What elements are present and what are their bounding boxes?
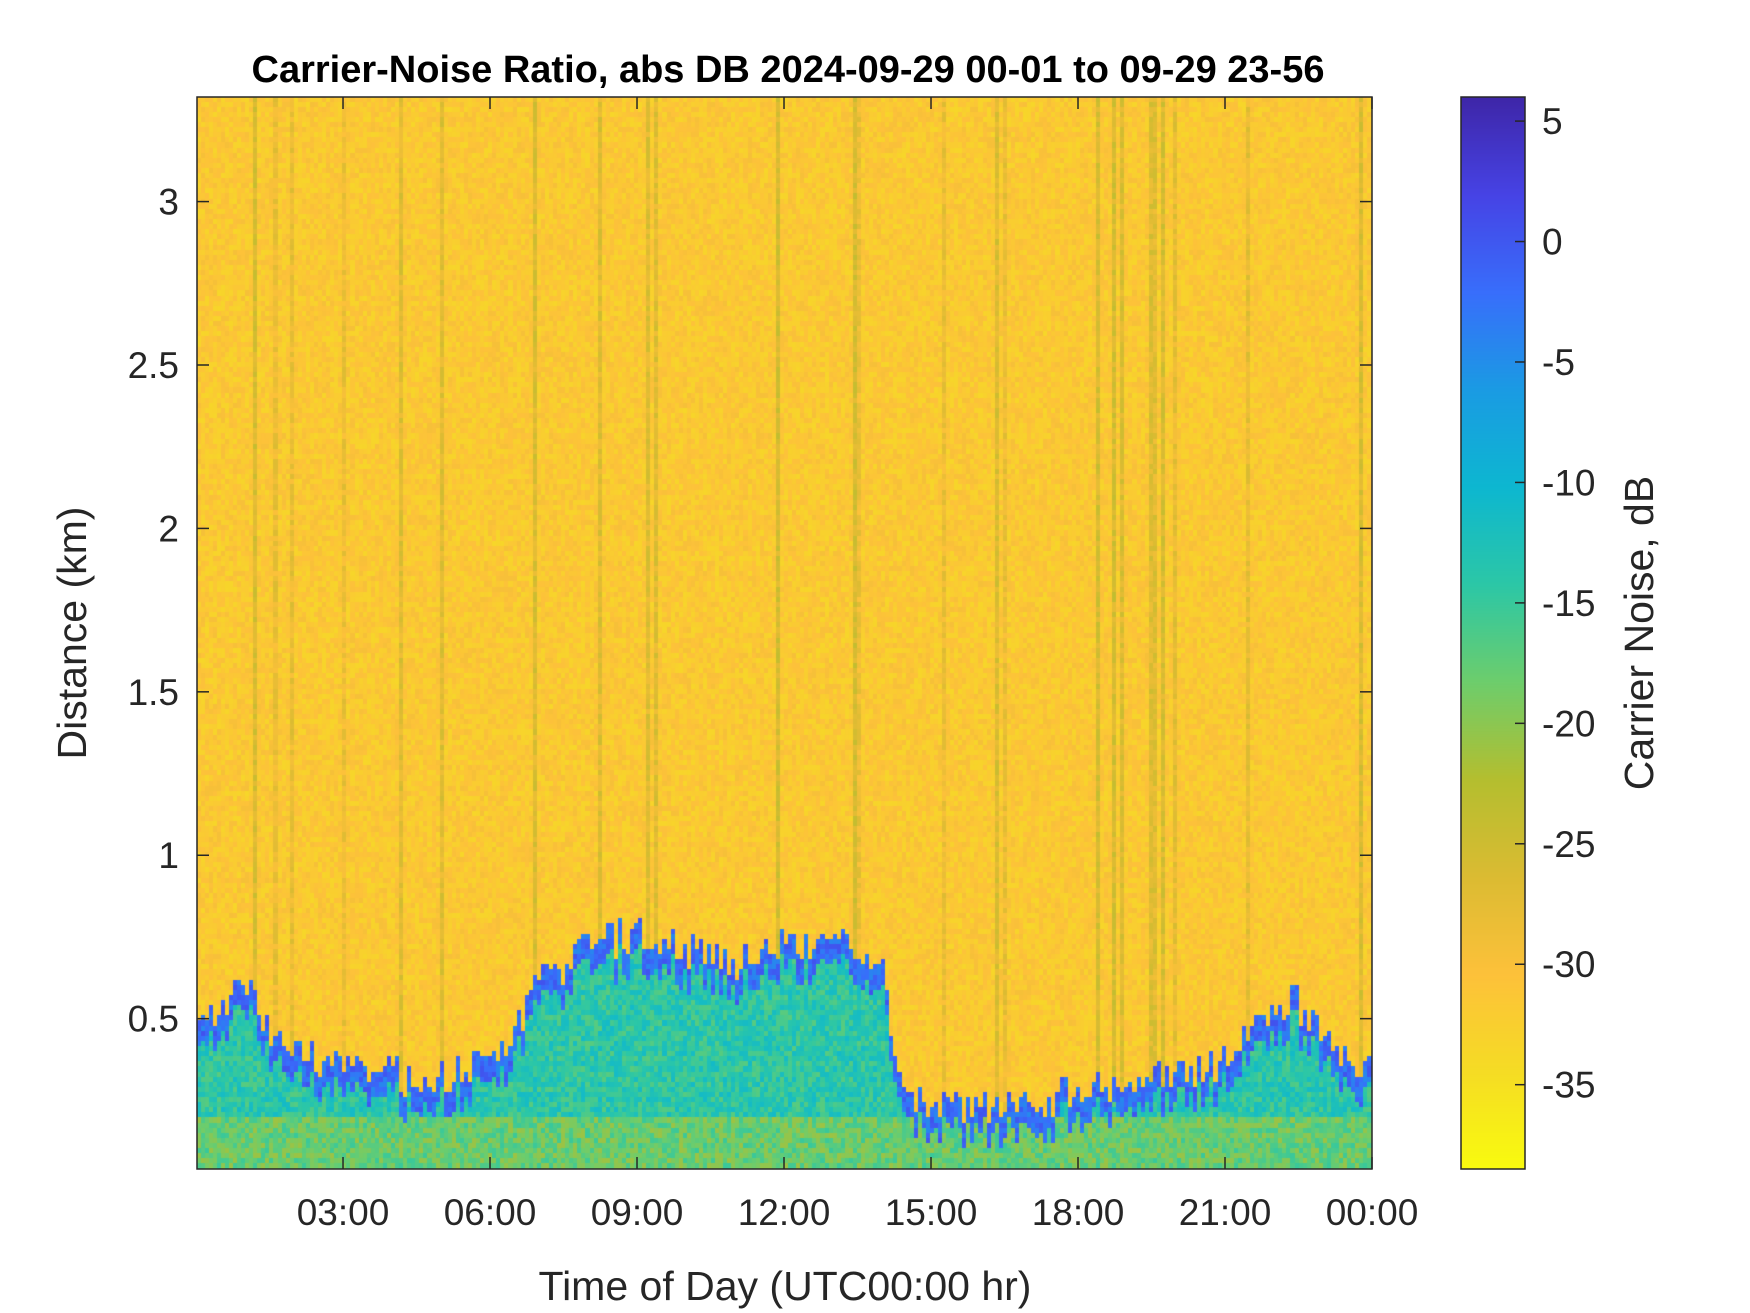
x-tick-label: 21:00 [1179, 1192, 1272, 1233]
colorbar-tick-label: -35 [1542, 1065, 1595, 1106]
x-tick-label: 18:00 [1032, 1192, 1125, 1233]
colorbar-tick-label: -15 [1542, 583, 1595, 624]
chart-title: Carrier-Noise Ratio, abs DB 2024-09-29 0… [252, 49, 1325, 91]
y-tick-label: 2.5 [128, 345, 179, 386]
x-tick-label: 12:00 [738, 1192, 831, 1233]
colorbar-ticks: 5 0 -5 -10 -15 -20 -25 -30 -35 [1515, 101, 1595, 1106]
y-tick-label: 2 [158, 508, 179, 549]
colorbar-label: Carrier Noise, dB [1616, 476, 1662, 790]
heatmap-canvas [197, 97, 1372, 1169]
y-axis-label: Distance (km) [49, 507, 95, 760]
y-tick-label: 1 [158, 835, 179, 876]
x-axis-label: Time of Day (UTC00:00 hr) [539, 1263, 1032, 1309]
colorbar-tick-label: -25 [1542, 824, 1595, 865]
y-tick-label: 0.5 [128, 999, 179, 1040]
plot-area [196, 96, 1373, 1170]
colorbar-tick-label: 5 [1542, 101, 1563, 142]
colorbar-gradient [1461, 97, 1525, 1169]
x-axis-ticks: 03:00 06:00 09:00 12:00 15:00 18:00 21:00 00:00 [297, 97, 1419, 1233]
y-axis-ticks: 0.5 1 1.5 2 2.5 3 [128, 182, 1372, 1040]
y-tick-label: 1.5 [128, 672, 179, 713]
colorbar-tick-label: 0 [1542, 222, 1563, 263]
x-tick-label: 00:00 [1326, 1192, 1419, 1233]
y-tick-label: 3 [158, 182, 179, 223]
colorbar: 5 0 -5 -10 -15 -20 -25 -30 -35 [1460, 96, 1595, 1170]
x-tick-label: 15:00 [885, 1192, 978, 1233]
colorbar-frame [1460, 96, 1526, 1170]
colorbar-tick-label: -30 [1542, 944, 1595, 985]
x-tick-label: 06:00 [444, 1192, 537, 1233]
colorbar-tick-label: -20 [1542, 703, 1595, 744]
x-tick-label: 09:00 [591, 1192, 684, 1233]
colorbar-tick-label: -5 [1542, 342, 1575, 383]
x-tick-label: 03:00 [297, 1192, 390, 1233]
colorbar-tick-label: -10 [1542, 462, 1595, 503]
